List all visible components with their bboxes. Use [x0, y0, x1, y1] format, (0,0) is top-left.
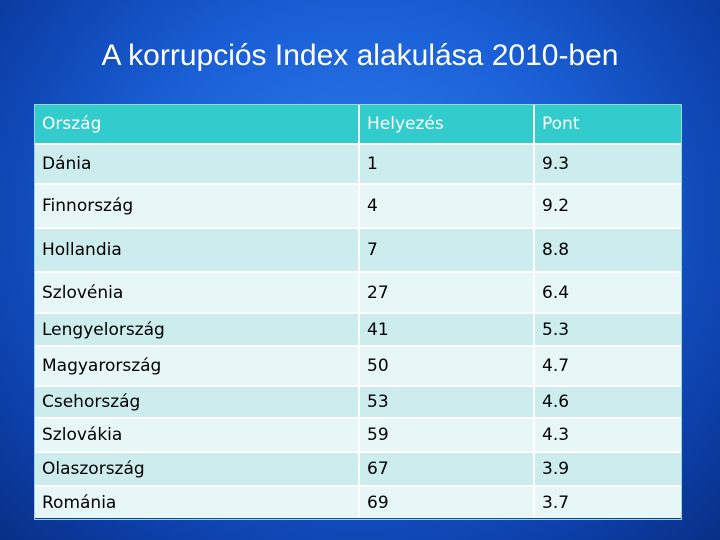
header-rank: Helyezés: [358, 105, 534, 145]
table-row: Szlovákia 59 4.3: [35, 417, 681, 452]
rank-cell: 41: [358, 312, 534, 346]
header-country: Ország: [35, 105, 359, 145]
score-cell: 8.8: [533, 227, 681, 272]
score-cell: 4.6: [533, 385, 681, 418]
table-row: Lengyelország 41 5.3: [35, 312, 681, 346]
table-header-row: Ország Helyezés Pont: [35, 105, 681, 145]
header-score: Pont: [533, 105, 681, 145]
country-cell: Románia: [35, 485, 359, 518]
table-row: Románia 69 3.7: [35, 485, 681, 518]
score-cell: 3.7: [533, 485, 681, 518]
country-cell: Szlovénia: [35, 271, 359, 313]
corruption-index-table: Ország Helyezés Pont Dánia 1 9.3 Finnors…: [34, 104, 682, 520]
rank-cell: 53: [358, 385, 534, 418]
table-row: Hollandia 7 8.8: [35, 227, 681, 272]
slide-title: A korrupciós Index alakulása 2010-ben: [101, 39, 619, 72]
table-row: Finnország 4 9.2: [35, 183, 681, 228]
score-cell: 9.3: [533, 144, 681, 184]
country-cell: Olaszország: [35, 451, 359, 486]
country-cell: Csehország: [35, 385, 359, 418]
country-cell: Magyarország: [35, 345, 359, 386]
country-cell: Szlovákia: [35, 417, 359, 452]
table-row: Olaszország 67 3.9: [35, 451, 681, 486]
score-cell: 4.3: [533, 417, 681, 452]
table-row: Csehország 53 4.6: [35, 385, 681, 418]
rank-cell: 67: [358, 451, 534, 486]
score-cell: 4.7: [533, 345, 681, 386]
rank-cell: 4: [358, 183, 534, 228]
rank-cell: 27: [358, 271, 534, 313]
country-cell: Dánia: [35, 144, 359, 184]
rank-cell: 7: [358, 227, 534, 272]
table-row: Magyarország 50 4.7: [35, 345, 681, 386]
country-cell: Finnország: [35, 183, 359, 228]
rank-cell: 50: [358, 345, 534, 386]
score-cell: 6.4: [533, 271, 681, 313]
table-row: Dánia 1 9.3: [35, 144, 681, 184]
table-row: Szlovénia 27 6.4: [35, 271, 681, 313]
rank-cell: 1: [358, 144, 534, 184]
country-cell: Lengyelország: [35, 312, 359, 346]
score-cell: 3.9: [533, 451, 681, 486]
score-cell: 5.3: [533, 312, 681, 346]
rank-cell: 69: [358, 485, 534, 518]
country-cell: Hollandia: [35, 227, 359, 272]
rank-cell: 59: [358, 417, 534, 452]
score-cell: 9.2: [533, 183, 681, 228]
